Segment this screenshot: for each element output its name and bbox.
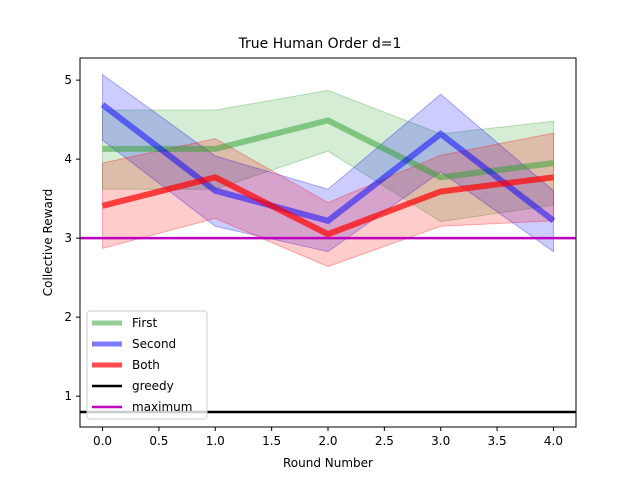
legend-label-maximum: maximum	[132, 400, 192, 414]
y-tick-label: 4	[64, 152, 72, 166]
line-second	[100, 102, 556, 225]
legend-label-second: Second	[132, 337, 176, 351]
y-tick-label: 5	[64, 73, 72, 87]
x-tick-label: 0.5	[149, 434, 168, 448]
legend-label-greedy: greedy	[132, 379, 174, 393]
chart-title: True Human Order d=1	[238, 36, 402, 52]
x-tick-label: 0.0	[93, 434, 112, 448]
x-tick-label: 1.5	[262, 434, 281, 448]
y-tick-label: 2	[64, 310, 72, 324]
x-tick-label: 1.0	[206, 434, 225, 448]
y-tick-label: 3	[64, 231, 72, 245]
x-tick-label: 2.5	[375, 434, 394, 448]
x-tick-label: 3.0	[431, 434, 450, 448]
line-first	[102, 117, 554, 181]
legend-box	[86, 310, 208, 420]
x-tick-label: 2.0	[318, 434, 337, 448]
y-axis-label: Collective Reward	[41, 189, 55, 296]
line-both	[101, 174, 554, 238]
x-axis-label: Round Number	[283, 456, 373, 470]
plot-area	[80, 73, 576, 414]
y-tick-label: 1	[64, 389, 72, 403]
legend: First Second Both greedy maximum	[86, 310, 208, 420]
legend-label-first: First	[132, 316, 158, 330]
x-tick-label: 4.0	[544, 434, 563, 448]
band-second	[102, 73, 554, 253]
y-axis: 1 2 3 4 5	[64, 73, 80, 403]
legend-label-both: Both	[132, 358, 160, 372]
x-axis: 0.0 0.5 1.0 1.5 2.0 2.5 3.0 3.5 4.0	[93, 427, 563, 448]
x-tick-label: 3.5	[488, 434, 507, 448]
